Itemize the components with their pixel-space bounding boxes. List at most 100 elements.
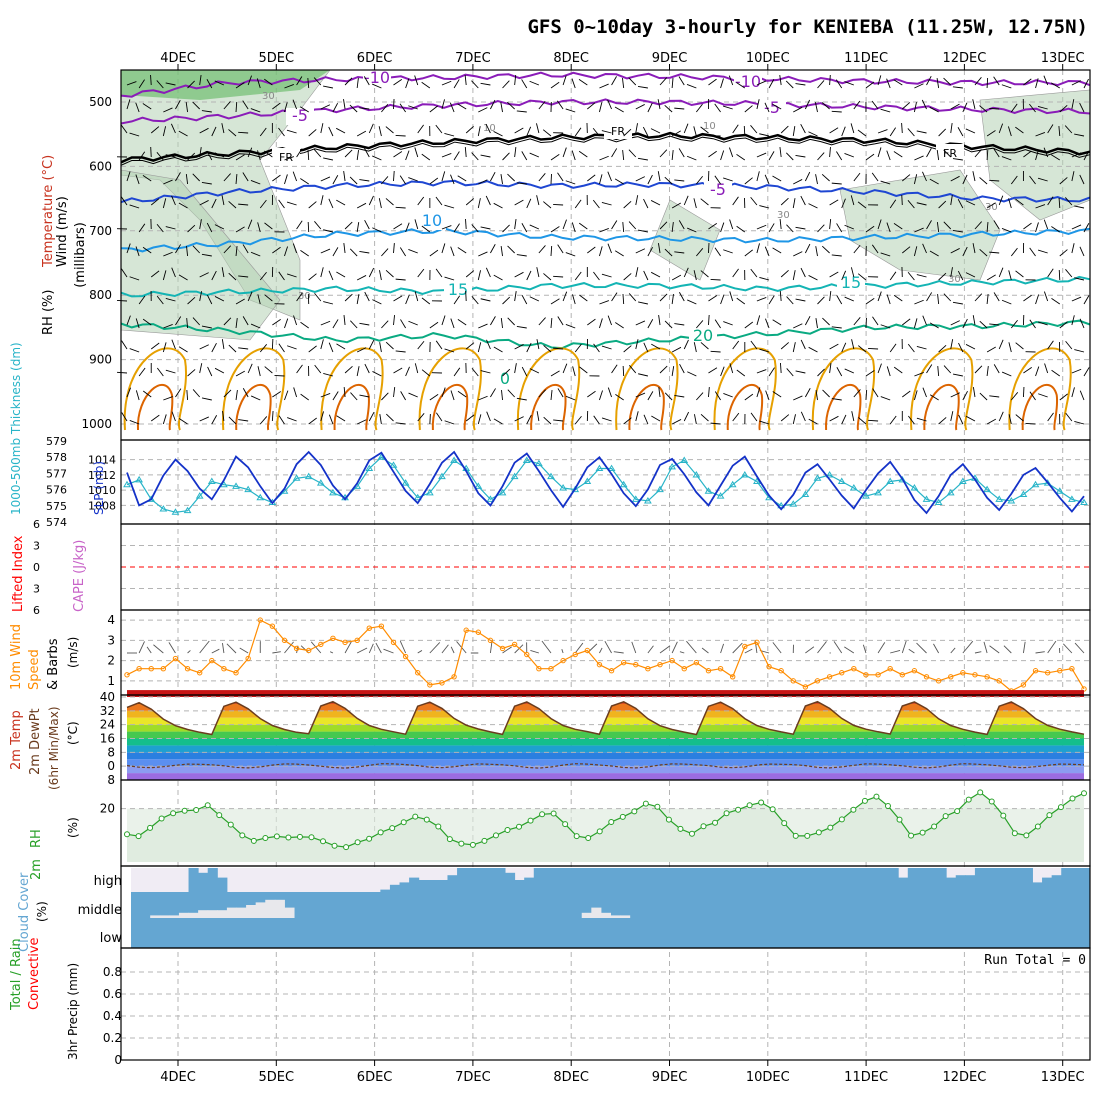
barb (671, 150, 674, 161)
barb (635, 411, 639, 422)
barb (786, 296, 794, 305)
wind-speed-point (536, 666, 542, 672)
barb (922, 243, 927, 254)
barb (307, 77, 310, 89)
barb (378, 198, 382, 209)
barb (328, 414, 334, 425)
barb (514, 219, 517, 230)
barb (592, 199, 600, 209)
barb (674, 394, 685, 398)
barb (457, 175, 467, 182)
barb (623, 273, 632, 281)
slp-thickness-panel: 10081010101210145745755765775785791000-5… (9, 342, 1090, 529)
barb (765, 318, 770, 329)
rh-point (1000, 812, 1007, 819)
barb (853, 100, 861, 110)
barb (744, 249, 753, 257)
barb (514, 344, 524, 350)
barb (1010, 319, 1018, 329)
precip-tick-label: 0.4 (103, 1009, 122, 1023)
barb (1029, 391, 1036, 401)
barb (804, 99, 811, 110)
barb (772, 103, 782, 110)
barb (836, 151, 843, 161)
wind-barb-10m (772, 642, 782, 654)
wind-barb-10m (226, 643, 237, 654)
rh-point (1046, 812, 1053, 819)
thickness-tick-label: 576 (46, 484, 67, 497)
barb (536, 267, 540, 278)
barb (550, 390, 553, 401)
barb (332, 175, 339, 185)
date-label-bottom: 10DEC (746, 1070, 790, 1085)
barb (768, 79, 775, 89)
temp-tick-label: 16 (100, 732, 115, 746)
thickness-point (886, 477, 895, 484)
barb (565, 108, 576, 113)
rh-point (550, 810, 557, 817)
barb (332, 102, 339, 113)
barb (687, 371, 697, 377)
barb (332, 247, 339, 257)
barb (516, 182, 527, 185)
barb (408, 320, 418, 326)
barb (936, 222, 940, 233)
rh-contour-label: 30 (262, 91, 275, 102)
wind-speed-point (875, 672, 881, 678)
cloud-high-cell (600, 868, 611, 892)
barb (299, 106, 309, 113)
rh-contour-label: 30 (948, 274, 961, 285)
barb (993, 292, 1000, 302)
barb (1051, 226, 1061, 233)
barb (1074, 277, 1085, 281)
barb (486, 411, 491, 422)
isotherm-25 (910, 347, 974, 431)
barb (1074, 205, 1085, 209)
wind-speed-point (633, 661, 639, 668)
rh-point (884, 803, 891, 809)
barb (929, 178, 939, 185)
slp-axis-label: SLP (mb) (92, 461, 106, 515)
barb (808, 346, 818, 353)
barb (320, 320, 331, 326)
cloud-high-cell (821, 868, 832, 892)
barb (831, 326, 842, 329)
cloud-high-cell (198, 872, 209, 892)
barb (323, 85, 334, 89)
thickness-point (232, 482, 240, 489)
cloud-high-cell (735, 868, 746, 892)
barb (671, 366, 675, 377)
cloud-high-cell (926, 868, 938, 892)
cloud-middle-cell (207, 910, 218, 918)
barb (647, 319, 654, 329)
barb (952, 86, 963, 89)
barb (465, 414, 475, 422)
barb (538, 245, 546, 254)
barb (808, 131, 818, 137)
barb (264, 294, 273, 302)
cloud-high-cell (572, 868, 583, 892)
barb (1071, 224, 1082, 230)
cloud-high-cell (399, 882, 410, 892)
barb (156, 80, 164, 89)
barb (795, 226, 806, 230)
cloud-high-cell (466, 868, 477, 892)
barb (979, 392, 988, 401)
thickness-point (147, 495, 156, 502)
barb (550, 298, 560, 305)
barb (993, 364, 1000, 374)
isotherm-25 (516, 347, 581, 431)
barb (637, 85, 648, 89)
barb (450, 390, 455, 401)
barb (1043, 291, 1049, 302)
barb (756, 315, 761, 326)
barb (759, 420, 770, 425)
barb (635, 392, 646, 398)
barb (501, 390, 503, 401)
barb (938, 128, 947, 137)
barb (683, 123, 689, 134)
cloud-middle-cell (150, 915, 161, 918)
cloud-high-cell (792, 868, 803, 892)
barb (914, 155, 924, 161)
barb (750, 340, 758, 350)
